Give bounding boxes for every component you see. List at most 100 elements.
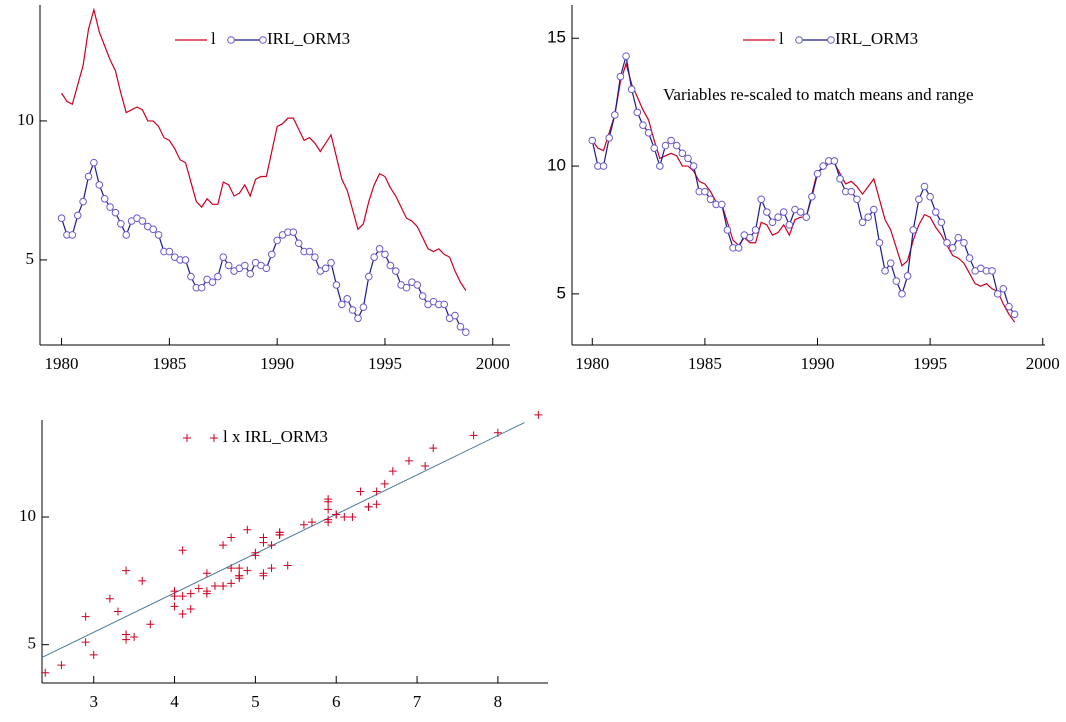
scatter-point [259,533,268,542]
scatter-point [372,500,381,509]
x-tick-label: 5 [251,692,260,711]
point-marker [165,247,174,256]
point-marker [605,134,613,142]
point-marker [154,231,163,239]
point-marker [853,195,861,204]
point-marker [993,290,1002,298]
point-marker [391,267,400,275]
point-marker [779,208,788,216]
point-marker [305,247,314,256]
y-tick-label: 10 [19,506,36,525]
scatter-point [105,594,114,603]
scatter-point [170,602,179,611]
scatter-point [170,592,179,601]
point-marker [100,194,109,203]
annotation: Variables re-scaled to match means and r… [663,85,974,104]
point-marker [661,141,670,150]
scatter-point [186,604,195,613]
scatter-point [307,518,316,527]
legend-marker [795,36,803,44]
point-marker [644,129,653,137]
scatter-point [356,487,365,496]
scatter-point [219,581,228,590]
point-marker [706,195,715,204]
point-marker [181,256,190,264]
point-marker [723,226,732,234]
scatter-point [275,528,284,537]
scatter-point [259,571,268,580]
point-marker [79,197,87,206]
scatter-point [372,487,381,496]
point-marker [622,52,630,60]
point-marker [639,121,647,129]
point-marker [462,328,470,337]
point-marker [954,233,963,242]
point-marker [106,203,114,211]
scatter-point [227,533,236,542]
scatter-point [81,638,90,647]
fit-line [41,422,525,658]
scatter-point [202,569,211,578]
point-marker [701,187,709,196]
point-marker [219,253,228,261]
point-marker [338,300,346,309]
point-marker [836,175,844,183]
scatter-point [210,581,219,590]
point-marker [413,281,422,289]
scatter-point [146,620,155,629]
scatter-point [178,592,187,601]
point-marker [847,187,856,196]
point-marker [627,85,636,94]
y-tick-label: 5 [26,249,35,268]
point-marker [588,136,597,145]
point-marker [262,264,271,273]
point-marker [757,195,766,204]
point-marker [633,108,642,117]
point-marker [359,303,368,311]
x-tick-label: 6 [332,692,341,711]
scatter-point [202,587,211,596]
scatter-point [227,579,236,588]
legend-marker [259,36,267,44]
scatter-point [194,584,203,593]
y-tick-label: 10 [17,110,34,129]
scatter-point [130,633,139,642]
point-marker [734,244,743,252]
point-marker [999,284,1008,293]
y-tick-label: 5 [557,283,566,302]
point-marker [241,261,249,270]
scatter-point [348,513,357,522]
scatter-point [122,566,131,575]
scatter-point [283,561,292,570]
point-marker [246,270,255,278]
point-marker [763,208,771,216]
point-marker [197,283,206,292]
point-marker [751,226,760,234]
scatter-point [122,635,131,644]
scatter-point [138,576,147,585]
scatter-point [299,520,308,529]
point-marker [616,72,625,81]
scatter-point [324,497,333,506]
x-tick-label: 1990 [260,354,294,373]
point-marker [774,213,782,221]
point-marker [418,292,427,300]
legend-label: l [211,29,216,48]
point-marker [451,311,459,320]
point-marker [386,261,395,270]
point-marker [370,253,378,261]
point-marker [926,192,934,201]
point-marker [931,208,940,216]
scatter-point [267,541,276,550]
point-marker [960,238,968,247]
x-tick-label: 1995 [368,354,402,373]
y-tick-label: 5 [28,634,37,653]
legend-label: IRL_ORM3 [835,29,918,48]
x-tick-label: 2000 [1026,354,1060,373]
point-marker [610,111,619,119]
scatter-point [186,589,195,598]
point-marker [68,231,77,239]
point-marker [909,226,918,234]
series-line [591,55,1016,315]
